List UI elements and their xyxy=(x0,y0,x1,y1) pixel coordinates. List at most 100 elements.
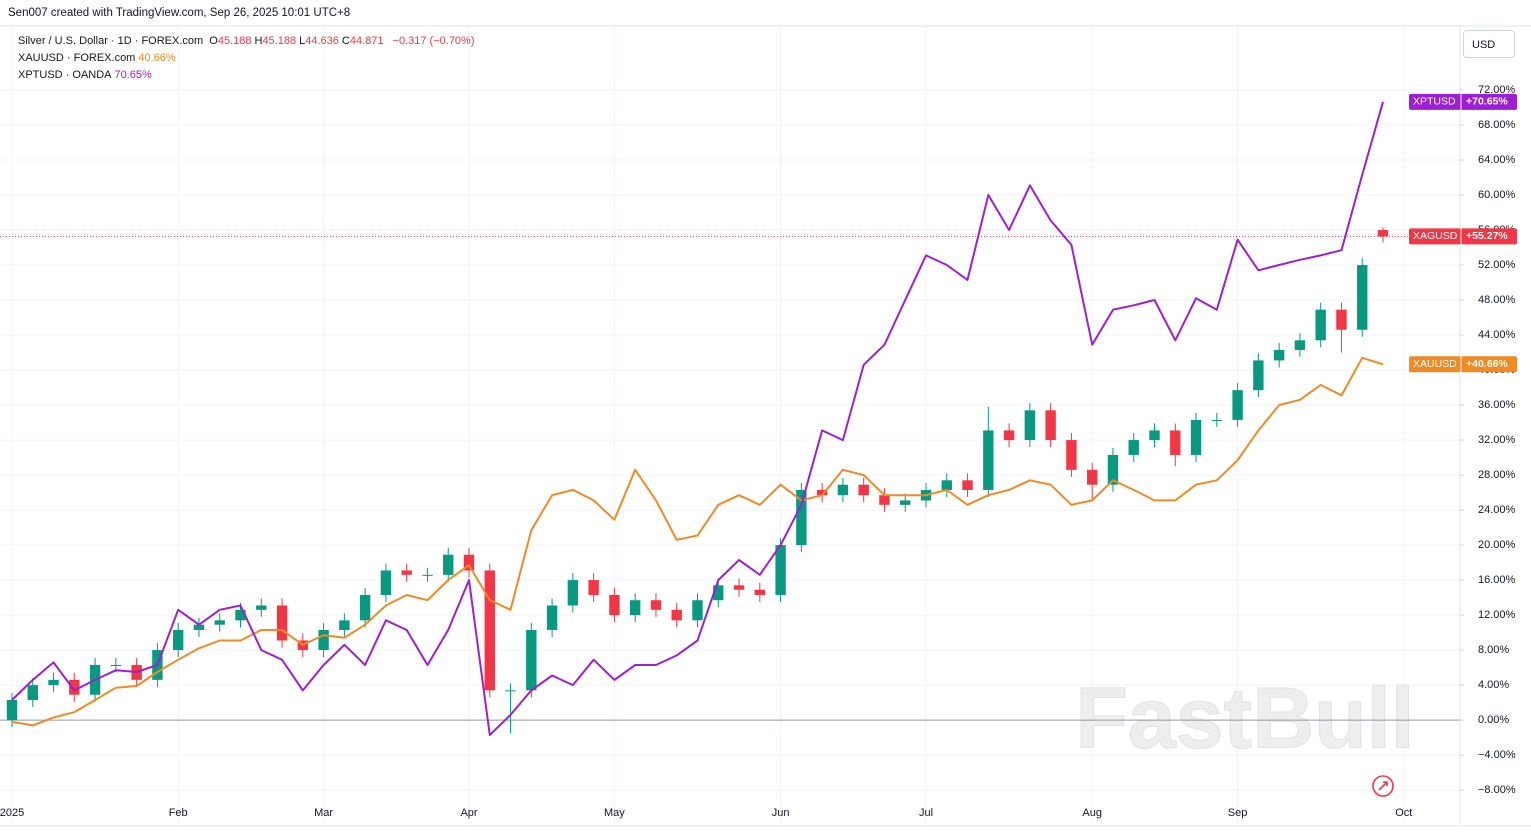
price-tag-value: +40.66% xyxy=(1466,358,1508,370)
price-tag-box xyxy=(1409,356,1517,373)
price-tag-value: +70.65% xyxy=(1466,96,1508,108)
candle-body xyxy=(484,570,495,691)
candle-body xyxy=(1107,454,1119,485)
legend-value: 70.65% xyxy=(114,69,152,81)
candle-body xyxy=(879,495,890,505)
candle-body xyxy=(692,600,703,621)
candle-body xyxy=(1336,309,1347,330)
candle-body xyxy=(775,545,786,595)
candle-body xyxy=(900,500,911,505)
x-tick-label: Jul xyxy=(919,807,933,819)
candle-body xyxy=(443,554,454,575)
candle-body xyxy=(650,600,662,610)
candle-body xyxy=(172,629,184,651)
quote-key: L xyxy=(299,35,306,47)
candle-body xyxy=(276,605,288,641)
candle-body xyxy=(422,574,433,576)
y-tick-label: 12.00% xyxy=(1478,609,1516,621)
candle-body xyxy=(1045,410,1056,441)
candle-body xyxy=(754,589,766,595)
candle-body xyxy=(816,489,828,496)
y-tick-label: 4.00% xyxy=(1478,679,1509,691)
candle-body xyxy=(1273,349,1285,361)
candle-body xyxy=(48,679,59,686)
candle-body xyxy=(1003,430,1015,441)
price-tag-box xyxy=(1409,93,1517,110)
candle-body xyxy=(463,554,475,571)
candle-body xyxy=(1253,360,1264,391)
candle-body xyxy=(27,685,38,700)
quote-value: 45.188 xyxy=(217,35,252,47)
candle-body xyxy=(1211,419,1223,421)
candle-body xyxy=(401,570,412,575)
candle-body xyxy=(235,609,246,621)
y-tick-label: 60.00% xyxy=(1478,189,1516,201)
y-tick-label: 20.00% xyxy=(1478,539,1516,551)
series-line xyxy=(11,101,1384,736)
candle-body xyxy=(713,585,724,601)
candle-body xyxy=(962,480,973,490)
candle-body xyxy=(339,620,350,630)
candle-body xyxy=(629,600,641,616)
y-tick-label: 8.00% xyxy=(1478,644,1509,656)
candle-body xyxy=(1066,440,1077,470)
axis: −8.00% −4.00% 0.00% 4.00% 8.00% 12.00% 16.00% 2… xyxy=(0,84,1517,819)
candle-body xyxy=(193,624,205,630)
credit: Sen007 created with TradingView.com, Sep… xyxy=(8,7,351,19)
candle-body xyxy=(110,664,122,666)
y-tick-label: 44.00% xyxy=(1478,329,1516,341)
x-tick-label: 2025 xyxy=(0,807,24,819)
price-tag: XAUUSD +40.66% xyxy=(1409,356,1517,373)
candle-body xyxy=(1294,340,1306,350)
price-tag: XPTUSD +70.65% xyxy=(1409,93,1517,110)
quote-value: 45.188 xyxy=(262,35,297,47)
candle-body xyxy=(837,484,849,496)
plot xyxy=(0,101,1460,736)
candle-body xyxy=(256,605,267,610)
y-tick-label: 52.00% xyxy=(1478,259,1516,271)
candle-body xyxy=(733,585,745,590)
legend-title: Silver / U.S. Dollar · 1D · FOREX.com xyxy=(18,35,204,47)
y-tick-label: 32.00% xyxy=(1478,434,1516,446)
candle-body xyxy=(609,594,620,616)
candle-body xyxy=(1086,469,1098,485)
quote-key: H xyxy=(254,35,263,47)
y-tick-label: 24.00% xyxy=(1478,504,1516,516)
candle-body xyxy=(1377,230,1389,237)
candle-body xyxy=(546,605,558,630)
quote-value: 44.636 xyxy=(305,35,339,47)
price-tag-value: +55.27% xyxy=(1466,230,1508,242)
candle-body xyxy=(983,430,994,490)
x-tick-label: Oct xyxy=(1395,807,1412,819)
x-tick-label: May xyxy=(604,807,625,819)
candle-body xyxy=(858,484,869,496)
price-tag-name: XAUUSD xyxy=(1413,358,1457,370)
quote-key: C xyxy=(341,35,350,47)
price-tag: XAGUSD +55.27% xyxy=(1409,228,1517,245)
price-tag-name: XAGUSD xyxy=(1413,230,1458,242)
candle-body xyxy=(6,699,18,721)
y-tick-label: 36.00% xyxy=(1478,399,1516,411)
legend-value: 40.66% xyxy=(138,52,176,64)
currency-button[interactable]: USD xyxy=(1463,30,1515,58)
y-tick-label: −4.00% xyxy=(1478,749,1516,761)
x-tick-label: Feb xyxy=(169,807,188,819)
candle-body xyxy=(1357,265,1368,330)
candle-body xyxy=(359,594,371,621)
legend-name: XPTUSD · OANDA xyxy=(18,69,112,81)
x-tick-label: Sep xyxy=(1228,807,1248,819)
candle-body xyxy=(1149,430,1160,441)
price-tag-box xyxy=(1409,228,1517,245)
candle-body xyxy=(567,580,579,606)
legend-name: XAUUSD · FOREX.com xyxy=(18,52,136,64)
replay-icon-arrow xyxy=(1378,781,1388,791)
candle-body xyxy=(1315,309,1326,341)
legend-main: Silver / U.S. Dollar · 1D · FOREX.com O4… xyxy=(18,35,478,47)
candle-body xyxy=(318,629,329,651)
series-line xyxy=(11,356,1384,727)
legend-series: XPTUSD · OANDA 70.65% xyxy=(18,69,155,81)
quote: O45.188 H45.188 L44.636 C44.871 xyxy=(209,35,386,47)
